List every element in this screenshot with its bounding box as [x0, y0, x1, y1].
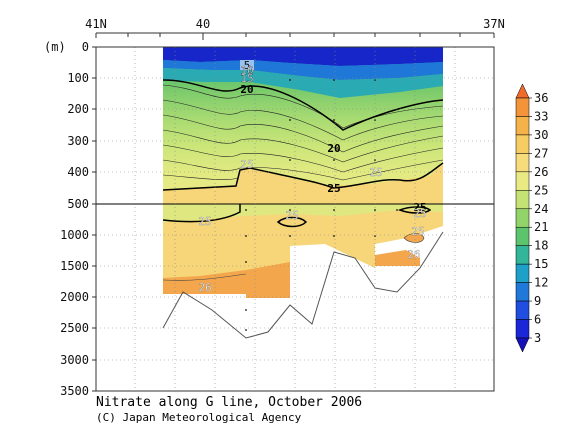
upper-orange-region: [163, 163, 443, 204]
colorbar: 36 33 30 27 26 25 24 21 18 15 12 9 6 3: [515, 83, 548, 353]
top-axis-label-41n: 41N: [85, 17, 107, 31]
contour-label-26-right: 26: [407, 248, 420, 261]
y-tick-200: 200: [67, 102, 89, 116]
contour-label-25-right: 25: [369, 166, 382, 179]
lower-orange-region: [163, 262, 290, 298]
colorbar-tick-label: 24: [534, 202, 548, 216]
colorbar-segment: [515, 116, 530, 136]
contour-label-10: 10: [240, 64, 253, 77]
colorbar-segment: [515, 263, 530, 283]
colorbar-segment: [515, 226, 530, 246]
colorbar-tick-label: 6: [534, 313, 541, 327]
y-axis-unit-label: (m): [44, 40, 66, 54]
y-axis: [92, 46, 96, 392]
colorbar-tick-label: 9: [534, 294, 541, 308]
y-tick-300: 300: [67, 134, 89, 148]
colorbar-segment: [515, 171, 530, 191]
y-tick-100: 100: [67, 71, 89, 85]
contour-labels: 5 10 15 20 20 25 25 25 25 25 25 25 25 26…: [198, 59, 427, 294]
colorbar-segments: [515, 83, 530, 353]
colorbar-segment: [515, 208, 530, 228]
contour-label-20-trough: 20: [327, 142, 340, 155]
y-tick-2500: 2500: [60, 321, 89, 335]
y-tick-0: 0: [82, 40, 89, 54]
gridlines: [96, 47, 494, 391]
subsurface-blue-band: [163, 60, 443, 80]
colorbar-ticks: 36 33 30 27 26 25 24 21 18 15 12 9 6 3: [529, 91, 548, 345]
colorbar-tick-label: 30: [534, 128, 548, 142]
colorbar-tick-label: 12: [534, 276, 548, 290]
contour-label-26-left: 26: [198, 281, 211, 294]
lower-bold-contours: [162, 204, 432, 228]
colorbar-tick-label: 36: [534, 91, 548, 105]
contour-label-15: 15: [240, 72, 253, 85]
chart-title: Nitrate along G line, October 2006: [96, 395, 362, 410]
y-tick-2000: 2000: [60, 290, 89, 304]
colorbar-tick-label: 27: [534, 146, 548, 160]
y-tick-1500: 1500: [60, 259, 89, 273]
y-tick-labels: 0 100 200 300 400 500 1000 1500 2000 250…: [60, 40, 89, 398]
bathymetry-line: [162, 231, 444, 339]
lower-orange-eddy: [404, 233, 424, 243]
contour-label-25-ring: 25: [413, 201, 426, 214]
colorbar-tick-label: 3: [534, 331, 541, 345]
contour-label-25-step: 25: [240, 158, 253, 171]
top-axis: 41N 40 37N: [85, 17, 505, 40]
colorbar-segment: [515, 319, 530, 339]
colorbar-segment: [515, 245, 530, 265]
contour-label-25-eddy: 25: [285, 209, 298, 222]
contour-label-25-left: 25: [198, 215, 211, 228]
colorbar-tick-label: 26: [534, 165, 548, 179]
plot-border: [95, 46, 495, 392]
y-tick-500: 500: [67, 197, 89, 211]
colorbar-segment: [515, 83, 530, 99]
contour-label-25-bold: 25: [327, 182, 340, 195]
y-tick-400: 400: [67, 165, 89, 179]
colorbar-segment: [515, 153, 530, 173]
colorbar-segment: [515, 337, 530, 353]
colorbar-segment: [515, 134, 530, 154]
contour-label-20-upper: 20: [240, 83, 253, 96]
colorbar-tick-label: 21: [534, 220, 548, 234]
colorbar-segment: [515, 282, 530, 302]
colorbar-tick-label: 18: [534, 239, 548, 253]
lower-contours: [162, 233, 425, 281]
lower-green-band: [163, 204, 443, 222]
colorbar-segment: [515, 300, 530, 320]
subsurface-cyan-band: [163, 68, 443, 98]
y-tick-1000: 1000: [60, 228, 89, 242]
top-axis-label-40: 40: [196, 17, 210, 31]
y-tick-3000: 3000: [60, 353, 89, 367]
colorbar-segment: [515, 97, 530, 117]
chart-credit: (C) Japan Meteorological Agency: [96, 411, 302, 424]
lower-orange-patch: [375, 250, 420, 266]
contour-label-25-lower: 25: [413, 207, 426, 220]
colorbar-segment: [515, 190, 530, 210]
contour-label-25-deep: 25: [411, 225, 424, 238]
colorbar-tick-label: 15: [534, 257, 548, 271]
contour-label-5: 5: [244, 59, 251, 72]
colorbar-tick-label: 33: [534, 109, 548, 123]
top-axis-label-37n: 37N: [483, 17, 505, 31]
colorbar-tick-label: 25: [534, 183, 548, 197]
station-markers: [245, 79, 421, 331]
y-tick-3500: 3500: [60, 384, 89, 398]
surface-blue-band: [163, 47, 443, 66]
